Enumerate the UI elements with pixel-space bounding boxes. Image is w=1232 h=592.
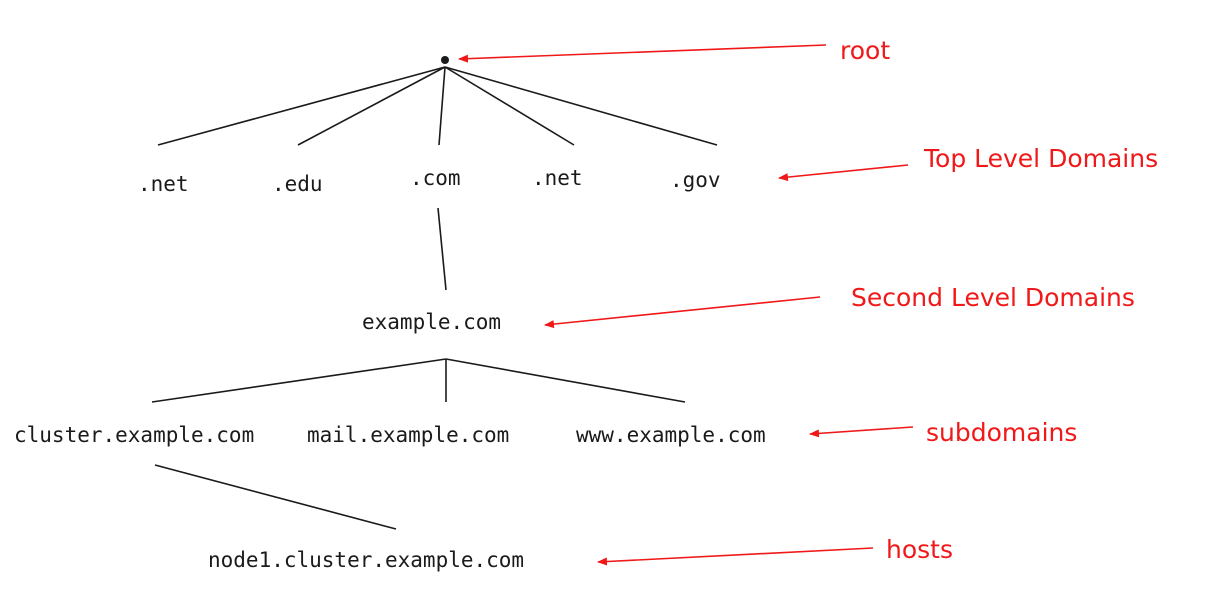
tld-label: Top Level Domains xyxy=(923,144,1158,173)
tld-edu-node: .edu xyxy=(272,172,323,196)
root-arrow xyxy=(458,44,827,63)
edge-example-www xyxy=(445,358,686,403)
subdomains-label: subdomains xyxy=(926,418,1077,447)
edge-root-gov xyxy=(444,66,718,146)
root-node xyxy=(441,56,449,64)
second-level-label: Second Level Domains xyxy=(851,283,1135,312)
tld-com-node: .com xyxy=(410,166,461,190)
second-level-arrow xyxy=(544,296,821,329)
root-label: root xyxy=(840,36,890,65)
edge-root-net2 xyxy=(444,66,575,146)
host-node1-node: node1.cluster.example.com xyxy=(208,548,524,572)
tld-gov-node: .gov xyxy=(670,168,721,192)
hosts-arrow xyxy=(597,547,874,566)
edge-example-cluster xyxy=(151,358,447,403)
edge-root-edu xyxy=(297,66,446,146)
subdomain-www-node: www.example.com xyxy=(576,423,766,447)
subdomain-mail-node: mail.example.com xyxy=(307,423,509,447)
hosts-label: hosts xyxy=(886,535,953,564)
edge-com-example xyxy=(437,207,447,291)
tld-net-node: .net xyxy=(138,172,189,196)
edge-cluster-node1 xyxy=(154,464,397,530)
edge-root-com xyxy=(438,66,446,146)
subdomain-cluster-node: cluster.example.com xyxy=(14,423,254,447)
tld-arrow xyxy=(778,164,909,182)
tld-net-node: .net xyxy=(532,166,583,190)
edge-root-net1 xyxy=(157,66,446,146)
second-level-node: example.com xyxy=(362,310,501,334)
subdomains-arrow xyxy=(809,426,914,438)
